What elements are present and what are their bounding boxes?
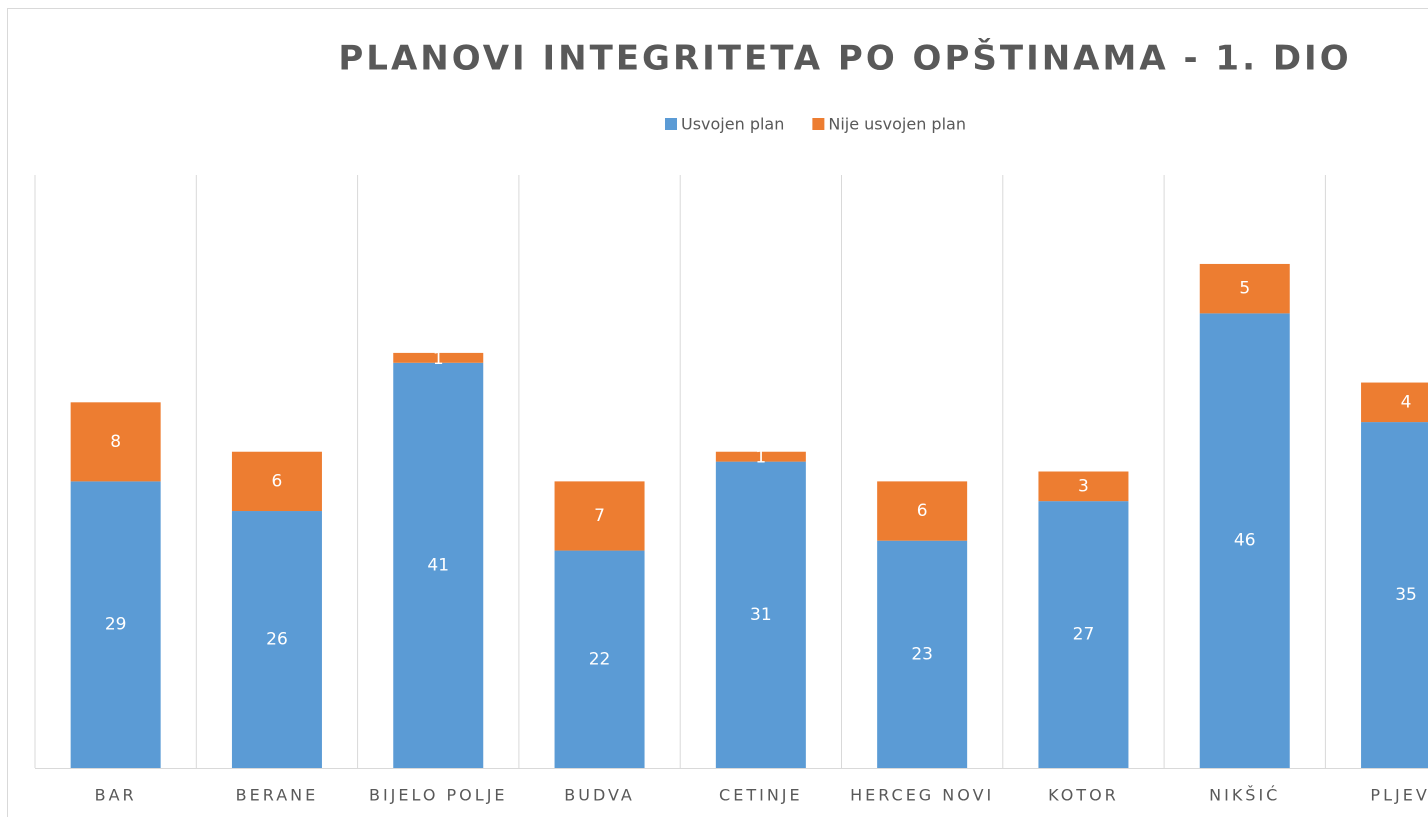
data-label: 5 — [1239, 279, 1250, 299]
x-tick-label: BERANE — [236, 786, 319, 805]
bar-segment — [70, 402, 161, 482]
x-tick-label: HERCEG NOVI — [850, 786, 994, 805]
bar-segment — [231, 451, 322, 512]
legend-label: Nije usvojen plan — [828, 115, 966, 134]
data-label: 29 — [105, 615, 127, 635]
bar-segment — [1361, 422, 1428, 768]
bar-segment — [1199, 263, 1290, 314]
data-label: 8 — [110, 432, 121, 452]
legend-label: Usvojen plan — [681, 115, 784, 134]
bar-segment — [877, 540, 968, 768]
x-tick-label: BAR — [95, 786, 137, 805]
chart-title: PLANOVI INTEGRITETA PO OPŠTINAMA - 1. DI… — [338, 38, 1351, 79]
bar-segment — [70, 481, 161, 768]
data-label: 26 — [266, 630, 288, 650]
x-tick-label: BIJELO POLJE — [369, 786, 508, 805]
bar-segment — [1361, 382, 1428, 423]
legend-swatch — [812, 118, 825, 130]
data-label: 1 — [755, 448, 766, 468]
x-tick-label: KOTOR — [1048, 786, 1119, 805]
data-label: 6 — [917, 501, 928, 521]
bar-segment — [1199, 313, 1290, 768]
bar-segment — [1038, 471, 1129, 502]
bar-segment — [393, 362, 484, 768]
x-tick-label: PLJEVL — [1370, 786, 1428, 805]
x-tick-label: CETINJE — [719, 786, 803, 805]
x-tick-label: NIKŠIĆ — [1209, 786, 1280, 805]
data-label: 46 — [1234, 531, 1256, 551]
bar-segment — [877, 481, 968, 541]
data-label: 23 — [911, 644, 933, 664]
data-label: 41 — [427, 555, 449, 575]
x-tick-label: BUDVA — [564, 786, 635, 805]
bar-segment — [231, 511, 322, 768]
data-label: 1 — [433, 349, 444, 369]
bar-segment — [715, 451, 806, 462]
data-label: 31 — [750, 605, 772, 625]
data-label: 27 — [1073, 625, 1095, 645]
bar-segment — [554, 481, 645, 551]
data-label: 4 — [1401, 392, 1412, 412]
data-label: 35 — [1395, 585, 1417, 605]
legend-swatch — [665, 118, 677, 130]
data-label: 22 — [589, 649, 611, 669]
data-label: 7 — [594, 506, 605, 526]
bar-segment — [715, 461, 806, 768]
data-label: 6 — [272, 471, 283, 491]
bar-segment — [393, 352, 484, 363]
bar-segment — [554, 550, 645, 768]
bar-segment — [1038, 501, 1129, 768]
data-label: 3 — [1078, 476, 1089, 496]
